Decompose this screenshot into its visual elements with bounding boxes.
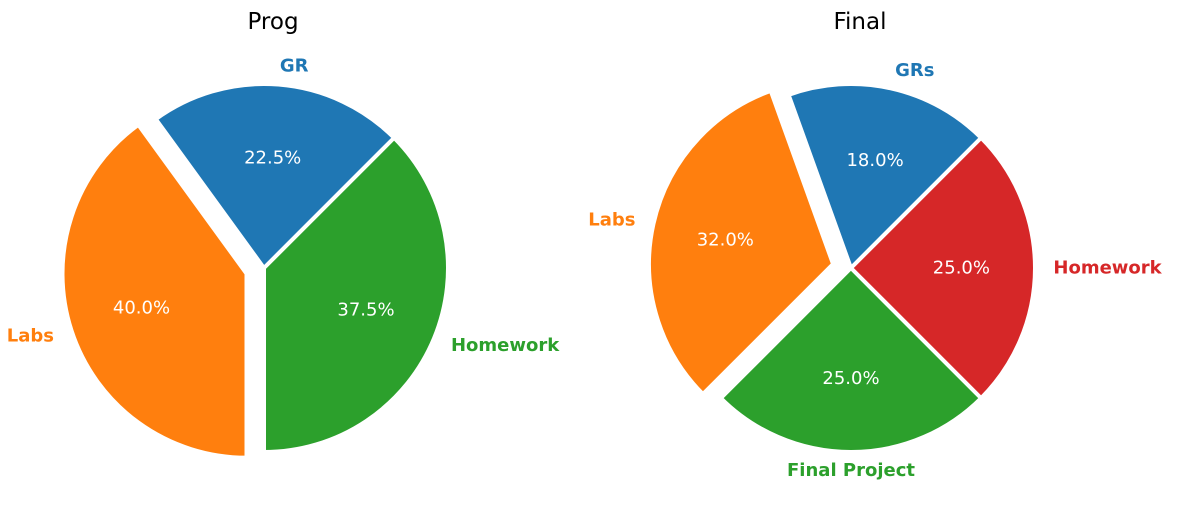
category-label-labs: Labs <box>7 326 54 347</box>
pct-label-labs: 32.0% <box>697 229 754 250</box>
pie-slice-gr <box>153 82 397 270</box>
category-label-final-project: Final Project <box>787 460 915 481</box>
category-label-gr: GR <box>280 56 309 77</box>
pct-label-final-project: 25.0% <box>822 368 879 389</box>
pct-label-homework: 37.5% <box>337 300 394 321</box>
category-label-homework: Homework <box>1053 258 1162 279</box>
category-label-homework: Homework <box>451 335 560 356</box>
pie-slice-homework <box>849 135 1037 401</box>
pie-slice-labs <box>647 88 836 397</box>
pie-slice-homework <box>262 135 450 454</box>
pie-title-final: Final <box>833 9 886 35</box>
pie-title-prog: Prog <box>247 9 298 35</box>
pct-label-labs: 40.0% <box>113 297 170 318</box>
pct-label-grs: 18.0% <box>846 150 903 171</box>
category-label-grs: GRs <box>895 60 934 81</box>
pie-slice-grs <box>786 82 984 270</box>
category-label-labs: Labs <box>588 209 635 230</box>
pie-chart-prog: Prog 22.5% GR 40.0% Labs 37.5% Homework <box>7 9 560 460</box>
pie-chart-final: Final 18.0% GRs 32.0% Labs 25.0% Final Projec… <box>588 9 1162 481</box>
pct-label-homework: 25.0% <box>933 258 990 279</box>
pie-slice-labs <box>60 122 249 460</box>
pct-label-gr: 22.5% <box>244 147 301 168</box>
pie-slice-final-project <box>718 266 984 454</box>
